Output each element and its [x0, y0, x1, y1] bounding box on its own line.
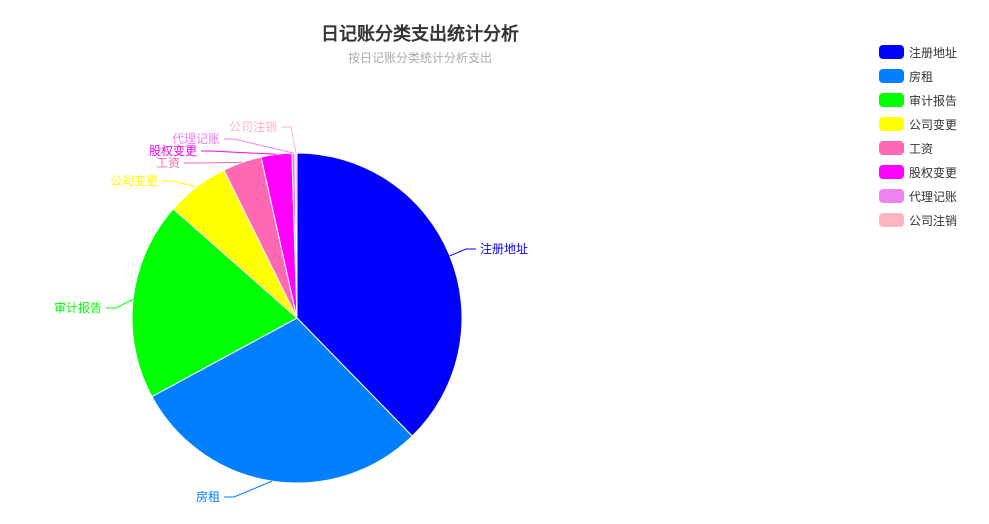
legend-swatch	[879, 213, 904, 227]
label-line-2	[224, 480, 273, 498]
label-line-6	[201, 150, 277, 155]
label-line-8	[281, 126, 297, 154]
legend-item-8[interactable]: 公司注销	[879, 208, 989, 232]
legend-swatch	[879, 45, 904, 59]
chart-title: 日记账分类支出统计分析	[321, 24, 519, 45]
label-line-1	[449, 248, 476, 257]
label-line-5	[184, 161, 243, 164]
legend-swatch	[879, 141, 904, 155]
label-line-7	[224, 138, 294, 154]
legend-label: 股权变更	[909, 165, 958, 180]
legend-label: 公司注销	[909, 213, 958, 228]
legend-item-7[interactable]: 代理记账	[879, 184, 989, 208]
pie-slice-1[interactable]	[296, 152, 463, 437]
slice-label-8: 公司注销	[229, 119, 277, 134]
slice-label-5: 工资	[156, 156, 180, 170]
slice-label-2: 房租	[196, 489, 220, 504]
slice-label-6: 股权变更	[149, 143, 197, 158]
slice-label-4: 公司变更	[110, 173, 158, 188]
legend-item-4[interactable]: 公司变更	[879, 112, 989, 136]
legend-item-5[interactable]: 工资	[879, 136, 989, 160]
legend-swatch	[879, 69, 904, 83]
legend-swatch	[879, 189, 904, 203]
legend-swatch	[879, 165, 904, 179]
legend: 注册地址房租审计报告公司变更工资股权变更代理记账公司注销	[879, 40, 989, 232]
legend-label: 房租	[909, 69, 934, 84]
legend-label: 工资	[909, 141, 934, 156]
legend-label: 公司变更	[909, 117, 958, 132]
legend-item-6[interactable]: 股权变更	[879, 160, 989, 184]
pie-slice-8[interactable]	[294, 152, 298, 319]
legend-label: 审计报告	[909, 93, 958, 108]
legend-swatch	[879, 117, 904, 131]
label-line-3	[106, 298, 134, 309]
legend-label: 注册地址	[909, 45, 958, 60]
slice-label-7: 代理记账	[172, 132, 220, 146]
slice-label-1: 注册地址	[480, 241, 528, 256]
legend-item-1[interactable]: 注册地址	[879, 40, 989, 64]
legend-swatch	[879, 93, 904, 107]
legend-item-3[interactable]: 审计报告	[879, 88, 989, 112]
legend-label: 代理记账	[909, 189, 958, 204]
pie-slice-3[interactable]	[131, 208, 298, 398]
legend-item-2[interactable]: 房租	[879, 64, 989, 88]
slice-label-3: 审计报告	[54, 300, 102, 315]
label-line-4	[162, 180, 197, 188]
pie-slice-2[interactable]	[151, 317, 413, 484]
chart-subtitle: 按日记账分类统计分析支出	[347, 51, 492, 65]
